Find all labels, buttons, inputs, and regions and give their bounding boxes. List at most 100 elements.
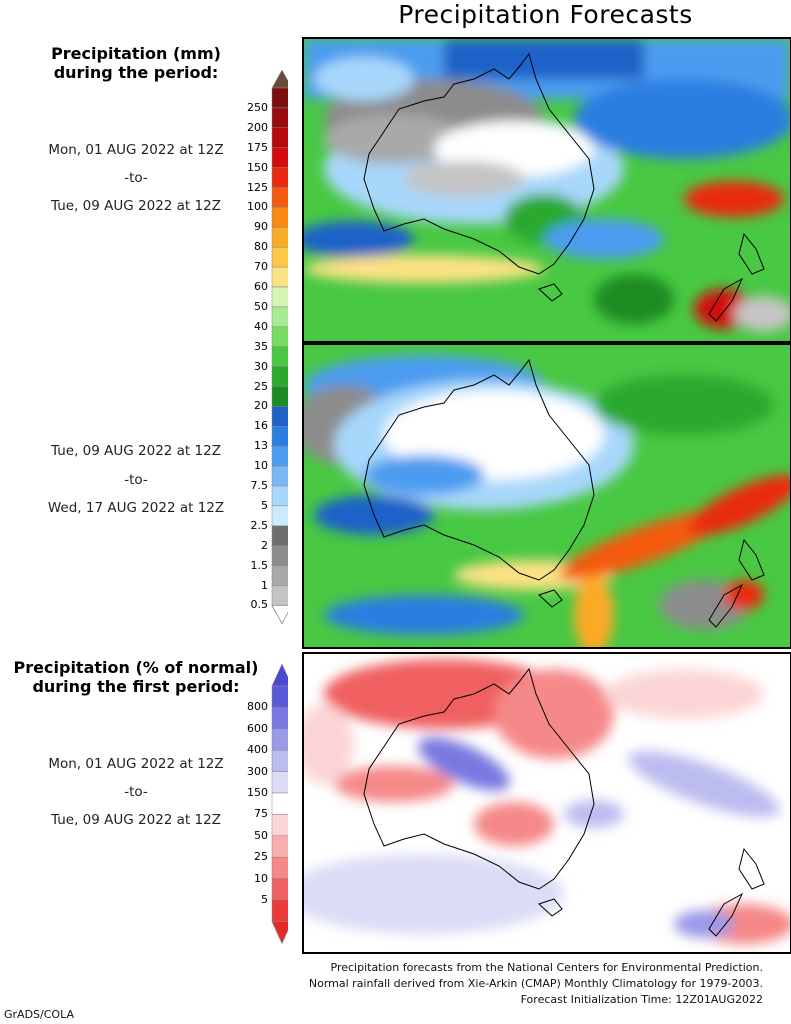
colorbar-tick-label: 30 [254,359,268,373]
map-panel-percent-normal [302,652,791,954]
percent-normal-map [304,654,790,952]
colorbar-segment [271,707,288,730]
period2-end: Wed, 17 AUG 2022 at 12Z [47,500,225,516]
colorbar-segment [271,246,288,268]
colorbar-tick-label: 400 [247,743,268,757]
colorbar-bottom-arrow [271,920,288,944]
colorbar-tick-label: 16 [254,419,268,433]
colorbar-segment [271,505,288,527]
footer-line3: Forecast Initialization Time: 12Z01AUG20… [520,993,763,1006]
australia-outline [363,358,595,581]
colorbar-segment [271,856,288,879]
australia-outline [363,667,595,890]
tasmania-outline [538,898,563,917]
precip-map-period1 [304,39,790,341]
page-title: Precipitation Forecasts [398,0,693,29]
colorbar-svg [271,70,288,625]
percent-legend-heading-line2: during the first period: [32,677,240,696]
colorbar-tick-label: 5 [261,893,268,906]
colorbar-tick-label: 10 [254,871,268,885]
colorbar-segment [271,227,288,248]
colorbar-segment [271,406,288,427]
colorbar-segment [271,899,288,922]
new-zealand-outline [708,847,765,937]
new-zealand-outline [708,538,765,628]
colorbar-segment [271,147,288,168]
colorbar-segment [271,878,288,901]
period3-end: Tue, 09 AUG 2022 at 12Z [51,812,221,828]
precip-legend-heading-line2: during the period: [53,63,219,82]
australia-outline [363,52,595,275]
period2-separator: -to- [124,472,148,488]
tasmania-outline [538,589,563,608]
colorbar-segment [271,585,288,606]
map-panel-period1 [302,37,791,343]
footer-line1: Precipitation forecasts from the Nationa… [330,961,764,974]
colorbar-tick-label: 70 [254,260,268,274]
colorbar-segment [271,366,288,387]
colorbar-bottom-arrow [271,605,288,625]
colorbar-segment [271,728,288,751]
colorbar-segment [271,266,288,288]
colorbar-tick-label: 20 [254,399,268,413]
colorbar-tick-label: 150 [247,786,268,799]
colorbar-segment [271,835,288,858]
percent-colorbar: 800 600 400 300 150 75 50 25 10 5 [228,664,288,944]
colorbar-tick-label: 300 [247,764,268,778]
colorbar-tick-label: 2 [261,538,268,552]
colorbar-tick-label: 25 [254,850,268,864]
colorbar-segment [271,107,288,129]
colorbar-tick-label: 150 [247,160,268,174]
precip-colorbar: 250 200 175 150 125 100 90 80 70 60 50 40 35 30 25 20 16… [228,70,288,625]
colorbar-segment [271,485,288,507]
colorbar-segment [271,386,288,407]
colorbar-tick-label: 250 [247,100,268,114]
colorbar-segment [271,465,288,487]
colorbar-tick-label: 175 [247,140,268,154]
colorbar-tick-label: 1.5 [250,558,269,572]
colorbar-segment [271,326,288,347]
period3-start: Mon, 01 AUG 2022 at 12Z [48,756,224,772]
colorbar-segment [271,167,288,188]
colorbar-segment [271,545,288,566]
colorbar-tick-label: 50 [254,299,268,313]
colorbar-segment [271,749,288,772]
period1-end: Tue, 09 AUG 2022 at 12Z [51,198,221,214]
colorbar-tick-label: 40 [254,319,268,333]
precip-legend-heading-line1: Precipitation (mm) [51,44,221,63]
colorbar-tick-label: 800 [247,700,268,714]
colorbar-tick-label: 200 [247,120,268,134]
colorbar-tick-label: 25 [254,379,268,393]
percent-legend-heading: Precipitation (% of normal) during the f… [0,658,272,696]
colorbar-tick-label: 10 [254,459,268,473]
period2-start: Tue, 09 AUG 2022 at 12Z [51,443,221,459]
colorbar-tick-label: 7.5 [250,479,269,492]
colorbar-tick-label: 35 [254,339,268,353]
colorbar-segment [271,771,288,794]
tasmania-outline [538,283,563,302]
colorbar-tick-label: 125 [247,180,268,194]
colorbar-tick-label: 0.5 [250,598,269,612]
map-panel-period2 [302,343,791,649]
colorbar-segment [271,565,288,586]
colorbar-segment [271,426,288,447]
colorbar-segment [271,525,288,546]
precip-map-period2 [304,345,790,647]
colorbar-segment [271,127,288,148]
new-zealand-outline [708,232,765,322]
colorbar-segment [271,207,288,228]
colorbar-tick-label: 60 [254,280,268,293]
colorbar-tick-label: 100 [247,200,268,214]
colorbar-segment [271,445,288,467]
colorbar-top-arrow [271,664,288,687]
colorbar-tick-label: 13 [254,439,268,453]
colorbar-tick-label: 1 [261,578,268,592]
colorbar-tick-label: 600 [247,721,268,735]
colorbar-tick-label: 80 [254,240,268,254]
grads-credit: GrADS/COLA [4,1008,74,1021]
period1-start: Mon, 01 AUG 2022 at 12Z [48,142,224,158]
colorbar-tick-label: 50 [254,828,268,842]
colorbar-segment [271,286,288,308]
colorbar-segment [271,87,288,109]
colorbar-tick-label: 90 [254,220,268,234]
